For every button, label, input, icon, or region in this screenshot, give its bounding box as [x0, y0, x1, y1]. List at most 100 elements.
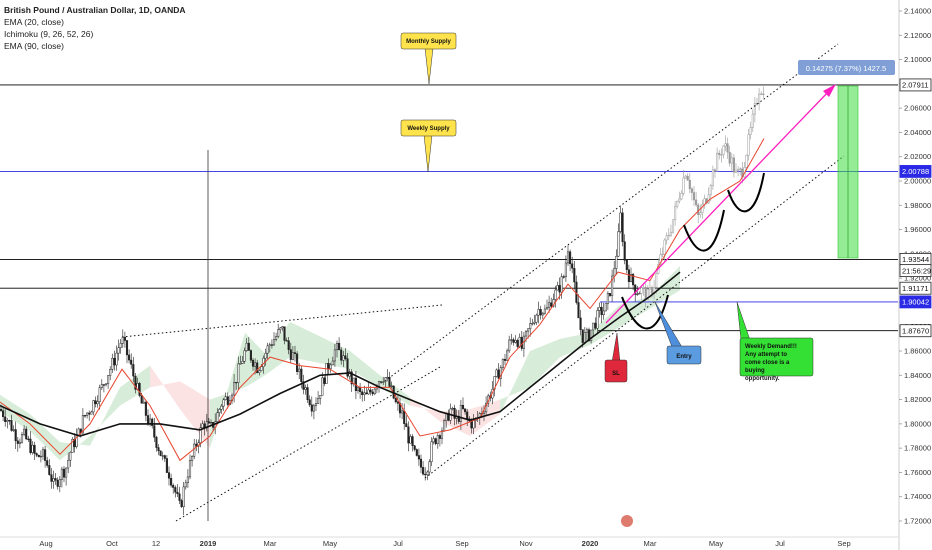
weekly-demand-pointer [736, 301, 751, 341]
candle-body [390, 385, 393, 388]
price-level-label-box [899, 165, 932, 178]
candle-body [121, 336, 124, 344]
candle-body [552, 299, 555, 307]
candle-body [58, 479, 61, 487]
sl-label-pointer [611, 332, 621, 363]
candle-body [98, 387, 101, 402]
candle-body [272, 339, 276, 346]
price-level-label-box [899, 78, 932, 92]
cloud-segment [620, 296, 650, 327]
candle-body [451, 407, 454, 410]
candle-body [734, 170, 738, 173]
candle-body [178, 493, 181, 501]
candle-body [249, 350, 252, 361]
candle-body [264, 352, 267, 359]
candle-body [472, 420, 475, 429]
candle-body [466, 411, 469, 419]
candle-body [508, 339, 511, 352]
candle-body [342, 355, 345, 361]
candle-body [413, 445, 416, 450]
candle-body [346, 358, 349, 377]
candle-body [333, 349, 336, 362]
candle-body [155, 436, 158, 448]
candle-body [81, 415, 84, 434]
candle-body [669, 231, 672, 236]
candle-body [266, 345, 269, 354]
candle-body [319, 395, 322, 399]
candle-body [184, 482, 187, 488]
candle-body [732, 157, 735, 173]
candle-body [65, 467, 68, 478]
candle-body [88, 412, 91, 415]
candle-body [39, 455, 42, 458]
candle-body [545, 307, 549, 310]
price-tick-label: 2.00000 [904, 177, 931, 186]
candle-body [594, 322, 597, 329]
candle-body [674, 205, 677, 220]
candle-body [663, 239, 666, 255]
candle-body [695, 199, 698, 206]
candle-body [132, 364, 135, 377]
candle-body [96, 401, 99, 405]
weekly-supply-label-pointer [423, 134, 433, 173]
candle-body [359, 387, 362, 393]
candle-body [701, 204, 704, 213]
cloud-segment [60, 436, 90, 461]
candle-body [340, 349, 343, 361]
cloud-segment [500, 351, 530, 415]
candle-body [258, 370, 261, 373]
price-level-label: 1.93544 [902, 255, 929, 264]
candle-body [501, 358, 504, 368]
cloud-segment [470, 399, 500, 436]
candle-body [69, 452, 72, 461]
indicator-ema-90[interactable]: EMA (90, close) [4, 41, 64, 51]
time-tick-label: May [323, 539, 337, 548]
entry-label-box [666, 345, 702, 365]
candle-body [707, 194, 710, 204]
price-level-label: 2.07911 [902, 81, 929, 90]
candle-body [711, 169, 714, 186]
candle-body [10, 420, 13, 431]
price-tick-label: 1.82000 [904, 395, 931, 404]
candle-body [548, 302, 551, 308]
indicator-ichimoku[interactable]: Ichimoku (9, 26, 52, 26) [4, 29, 94, 39]
candle-body [157, 447, 160, 452]
candle-body [251, 359, 255, 367]
candle-body [224, 396, 227, 400]
candle-body [67, 459, 70, 469]
price-tick-label: 2.12000 [904, 31, 931, 40]
candle-body [550, 302, 553, 307]
price-axis: 2.140002.120002.100002.080002.060002.040… [898, 0, 932, 550]
candle-body [728, 151, 731, 164]
monthly-supply-label-text: Monthly Supply [406, 39, 451, 45]
candle-body [579, 317, 582, 330]
candle-body [94, 400, 97, 405]
weekly-demand-line: Weekly Demand!!! [745, 344, 797, 350]
candle-body [14, 429, 17, 442]
time-tick-label: Sep [455, 539, 468, 548]
candle-body [739, 168, 742, 170]
candle-body [54, 478, 57, 481]
candle-body [2, 410, 5, 418]
candle-body [512, 339, 515, 343]
candle-body [8, 419, 11, 422]
candle-body [380, 381, 383, 383]
candle-body [409, 436, 412, 444]
candle-body [344, 355, 347, 359]
candle-body [692, 192, 696, 201]
candle-body [604, 303, 607, 312]
candle-body [104, 383, 108, 386]
candle-body [285, 340, 288, 342]
candle-body [713, 169, 717, 172]
indicator-ema-20[interactable]: EMA (20, close) [4, 17, 64, 27]
candle-body [440, 430, 444, 439]
time-tick-label: 2020 [582, 539, 599, 548]
candle-body [331, 360, 334, 366]
candle-body [646, 288, 649, 301]
candle-body [600, 306, 603, 316]
candle-body [306, 387, 309, 400]
candle-body [218, 409, 221, 413]
candle-body [144, 401, 147, 416]
candle-body [590, 329, 593, 341]
